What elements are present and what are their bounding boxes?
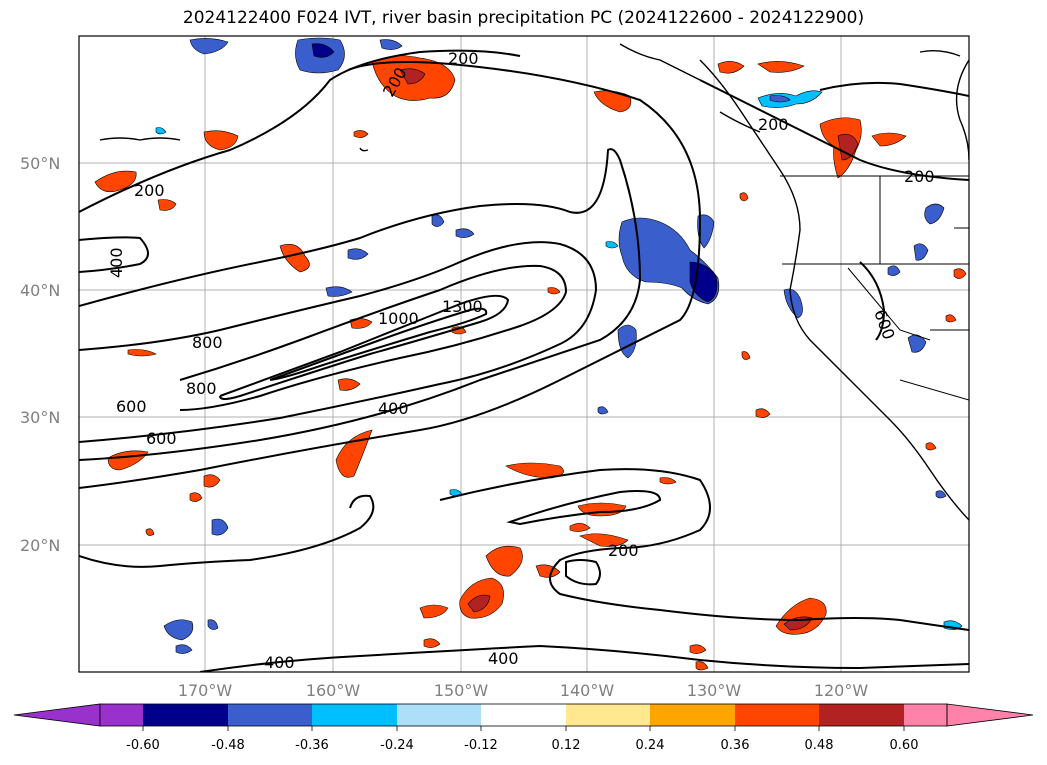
contour-label: 800 [186,379,217,398]
longitude-labels: 170°W 160°W 150°W 140°W 130°W 120°W [178,681,869,700]
ivt-contours [79,49,969,672]
colorbar-tick-label: -0.36 [295,738,329,753]
contour-label: 1000 [378,309,419,328]
contour-label: 400 [264,653,295,672]
lon-label: 170°W [178,681,233,700]
map-title: 2024122400 F024 IVT, river basin precipi… [182,8,865,28]
contour-label: 200 [134,181,165,200]
coastlines [99,43,969,521]
colorbar-tick-label: -0.48 [211,738,245,753]
contour-label: 200 [448,49,479,68]
colorbar-tick-label: 0.24 [636,738,665,753]
colorbar-segment [143,704,228,726]
colorbar-tick-label: 0.60 [890,738,919,753]
map-frame [78,35,970,673]
latitude-labels: 50°N 40°N 30°N 20°N [20,154,60,555]
contour-labels: 200 200 200 200 200 400 400 400 400 600 … [107,49,935,672]
colorbar-left-extension [13,703,101,727]
colorbar-ticks [142,726,905,731]
precip-negative-regions [155,37,963,654]
colorbar-segment [650,704,735,726]
colorbar: -0.60 -0.48 -0.36 -0.24 -0.12 0.12 0.24 … [13,703,1034,753]
colorbar-tick-label: -0.12 [464,738,498,753]
lat-label: 50°N [20,154,60,173]
contour-label: 400 [107,247,126,278]
colorbar-tick-label: -0.24 [380,738,414,753]
colorbar-frame [99,703,948,727]
lon-label: 150°W [434,681,489,700]
lat-label: 40°N [20,281,60,300]
colorbar-segment [819,704,904,726]
contour-label: 1300 [442,297,483,316]
contour-label: 600 [146,429,177,448]
colorbar-segment [312,704,397,726]
colorbar-segment [228,704,312,726]
colorbar-tick-labels: -0.60 -0.48 -0.36 -0.24 -0.12 0.12 0.24 … [126,738,918,753]
colorbar-tick-label: 0.12 [552,738,581,753]
contour-label: 200 [608,541,639,560]
lon-label: 160°W [306,681,361,700]
contour-label: 800 [192,333,223,352]
colorbar-segment [566,704,650,726]
lat-label: 30°N [20,408,60,427]
colorbar-tick-label: 0.48 [805,738,834,753]
contour-label: 200 [904,167,935,186]
colorbar-segment [397,704,481,726]
colorbar-segment [481,704,566,726]
map-area: 200 200 200 200 200 400 400 400 400 600 … [79,36,969,672]
lat-label: 20°N [20,536,60,555]
lon-label: 140°W [560,681,615,700]
lon-label: 120°W [814,681,869,700]
colorbar-tick-label: 0.36 [721,738,750,753]
contour-label: 400 [488,649,519,668]
colorbar-segment [100,704,143,726]
colorbar-segment [735,704,819,726]
lon-label: 130°W [687,681,742,700]
colorbar-tick-label: -0.60 [126,738,160,753]
borders [780,175,969,401]
precip-positive-regions [94,55,967,671]
contour-label: 600 [116,397,147,416]
colorbar-right-extension [946,703,1034,727]
contour-label: 200 [758,115,789,134]
contour-label: 400 [378,399,409,418]
colorbar-segment [904,704,947,726]
